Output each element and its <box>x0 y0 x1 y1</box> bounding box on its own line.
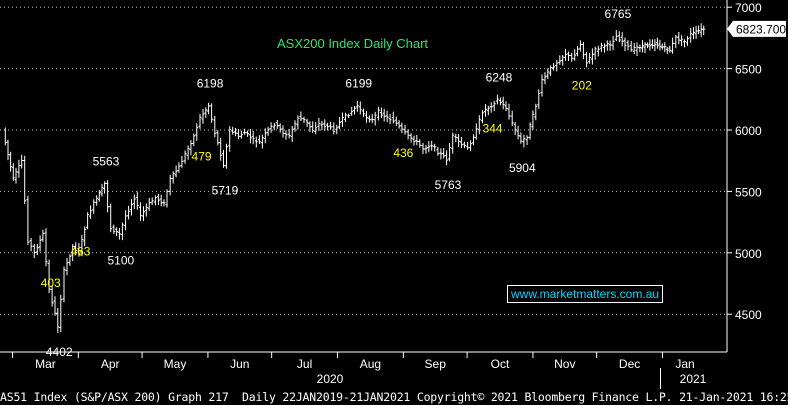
value-annotation: 5719 <box>212 184 239 198</box>
x-month-label: Jul <box>297 357 312 371</box>
y-tick-label: 6000 <box>735 124 762 138</box>
move-annotation: 403 <box>41 276 61 290</box>
y-tick-label: 4500 <box>735 308 762 322</box>
x-month-label: Sep <box>425 357 447 371</box>
x-month-label: Mar <box>35 357 56 371</box>
chart: 6198 6199 62486765556357195100440257635904… <box>0 0 786 389</box>
axes: 4500 5000 5500 6000 6500 7000 Mar Apr May Jun Jul A… <box>0 0 786 389</box>
marketmatters-link[interactable]: www.marketmatters.com.au <box>507 285 664 303</box>
x-month-label: Nov <box>554 357 575 371</box>
value-annotation: 6765 <box>605 7 632 21</box>
move-annotation: 463 <box>70 244 90 258</box>
x-month-label: Apr <box>101 357 120 371</box>
move-annotation: 202 <box>572 78 592 92</box>
last-value-label: 6823.700 <box>736 22 786 36</box>
y-tick-label: 5500 <box>735 185 762 199</box>
value-annotation: 6198 <box>197 77 224 91</box>
chart-title: ASX200 Index Daily Chart <box>277 36 428 51</box>
value-annotation: 5563 <box>93 155 120 169</box>
x-month-label: Aug <box>360 357 381 371</box>
annotations: 6198 6199 62486765556357195100440257635904… <box>41 7 632 359</box>
y-tick-label: 7000 <box>735 1 762 15</box>
value-annotation: 6248 <box>486 71 513 85</box>
price-bars <box>3 23 706 333</box>
move-annotation: 479 <box>192 150 212 164</box>
x-month-label: May <box>164 357 187 371</box>
value-annotation: 5763 <box>435 178 462 192</box>
value-annotation: 5100 <box>107 253 134 267</box>
bloomberg-footer: AS51 Index (S&P/ASX 200) Graph 217 Daily… <box>0 389 788 405</box>
value-annotation: 5904 <box>509 161 536 175</box>
last-value-box: 6823.700 <box>727 20 786 37</box>
x-year-label: 2021 <box>680 372 707 386</box>
move-annotation: 436 <box>393 146 413 160</box>
x-month-label: Jan <box>675 357 694 371</box>
x-year-label: 2020 <box>317 372 344 386</box>
value-annotation: 6199 <box>345 77 372 91</box>
last-value-tag <box>727 20 786 37</box>
x-month-label: Oct <box>491 357 510 371</box>
y-tick-label: 5000 <box>735 247 762 261</box>
move-annotation: 344 <box>483 121 503 135</box>
x-month-label: Jun <box>230 357 249 371</box>
x-month-label: Dec <box>619 357 640 371</box>
y-tick-label: 6500 <box>735 63 762 77</box>
